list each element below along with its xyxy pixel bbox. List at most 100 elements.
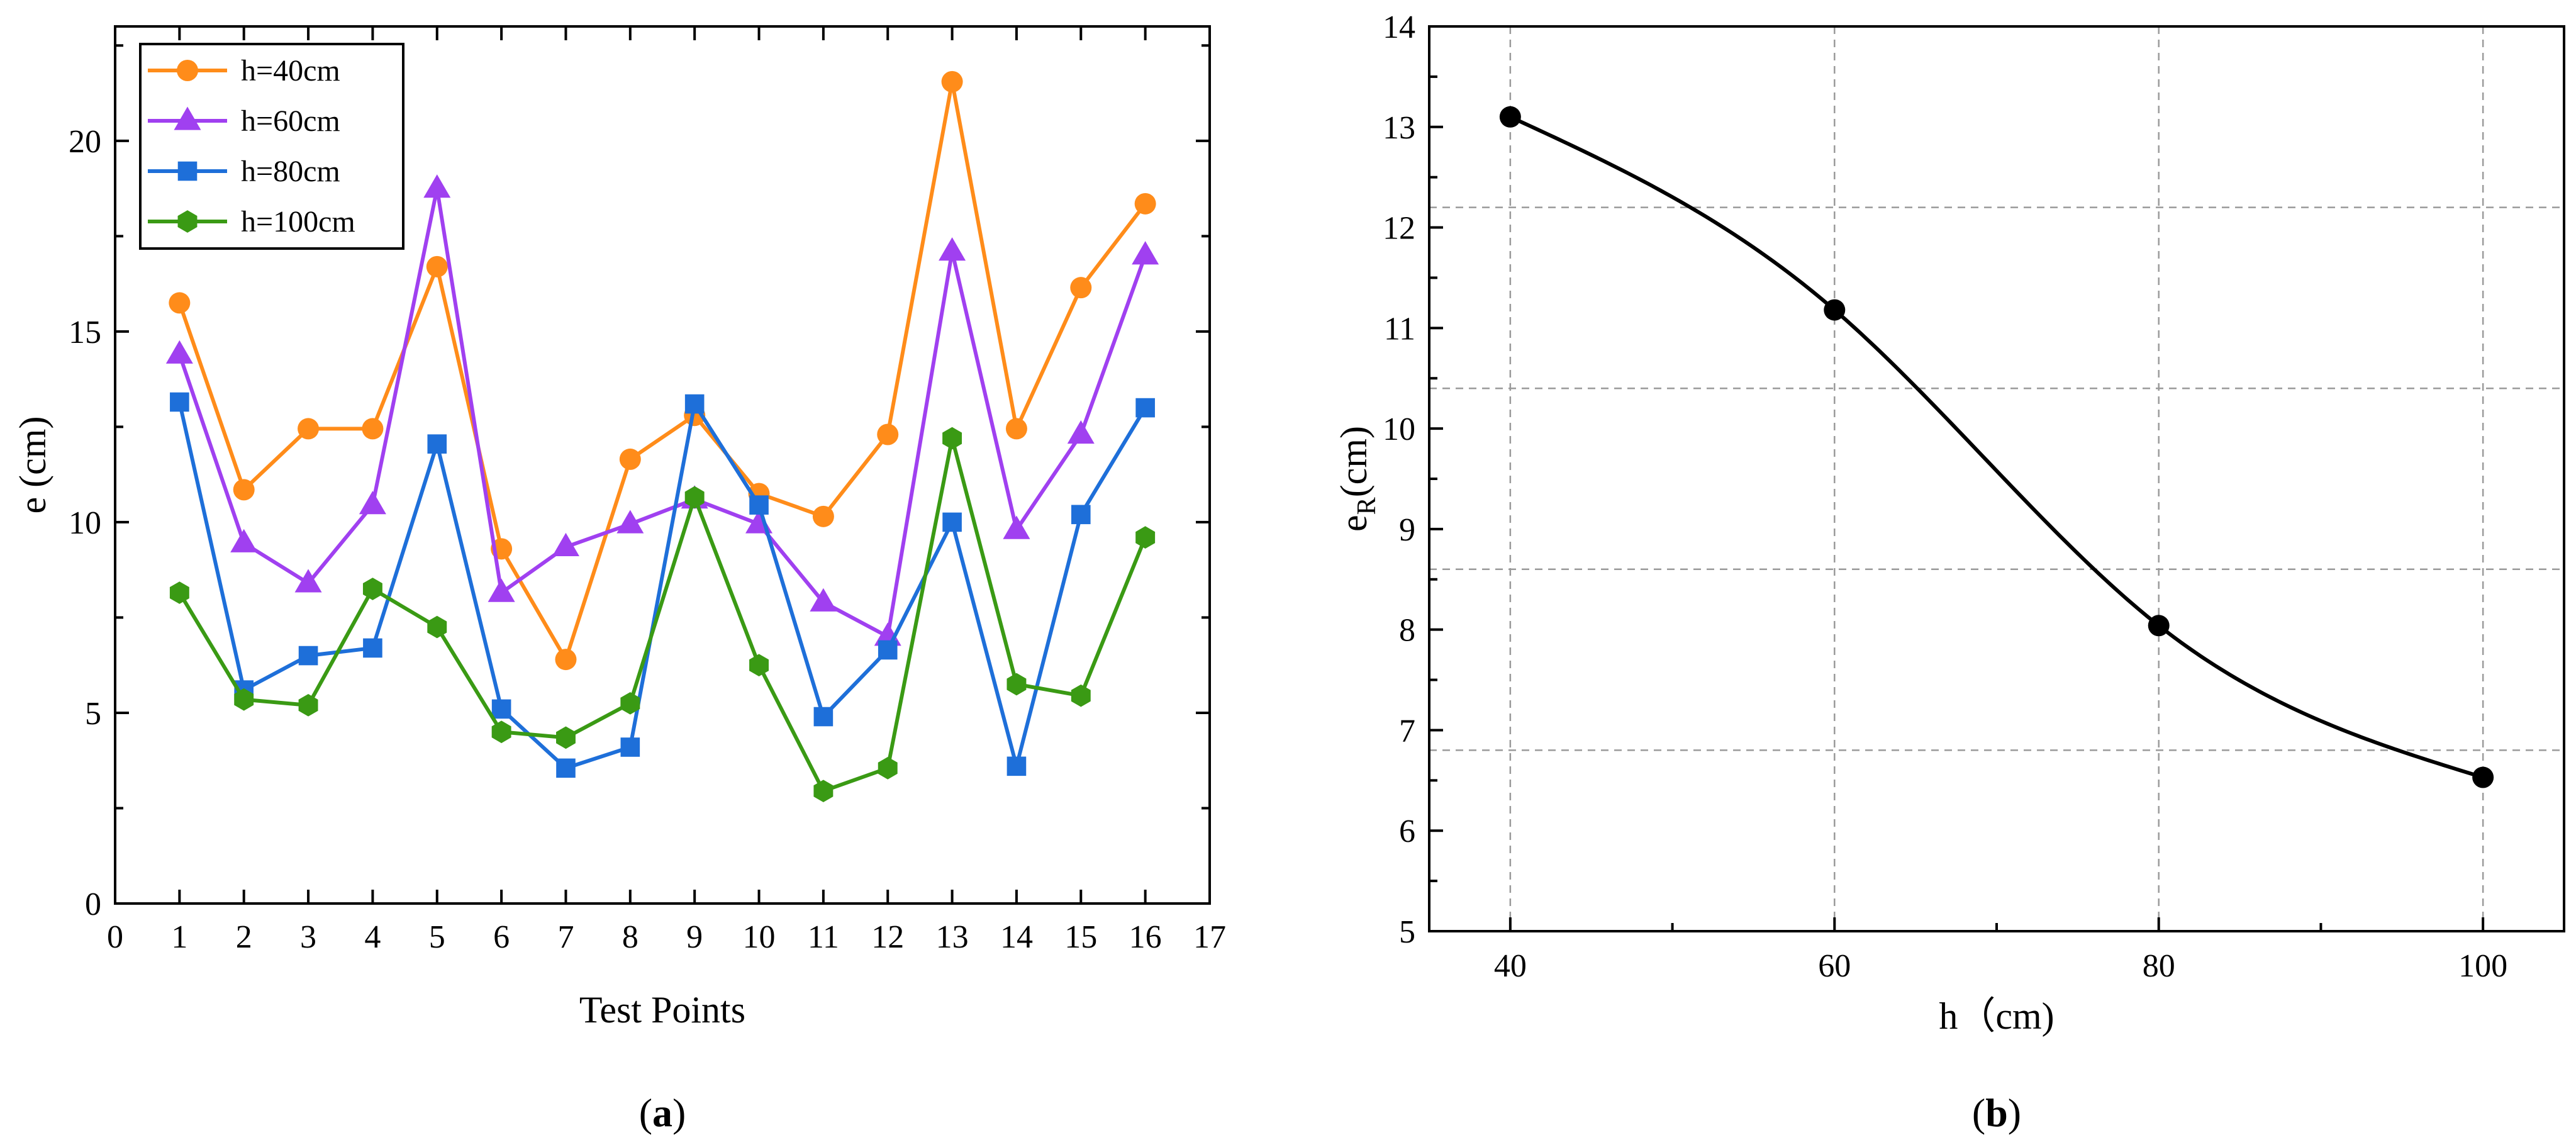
data-point-h=60cm — [359, 491, 386, 515]
y-tick-label-b: 5 — [1399, 914, 1415, 950]
x-tick-label-a: 11 — [808, 919, 839, 955]
data-point-h=80cm — [363, 638, 382, 658]
chart-panel-b: 40 60 80 100 5 6 7 8 9 10 11 12 13 14 h（cm) eR(cm) (b) — [1333, 9, 2565, 1135]
y-tick-label-a: 15 — [69, 315, 101, 350]
y-tick-label-b: 13 — [1383, 110, 1415, 146]
data-point-h=100cm — [1071, 684, 1091, 707]
y-tick-label-b: 7 — [1399, 713, 1415, 749]
data-point-h=60cm — [165, 340, 193, 364]
y-tick-label-b: 10 — [1383, 411, 1415, 447]
data-point-h=40cm — [1134, 193, 1156, 215]
data-point-h=60cm — [294, 569, 322, 593]
data-point-h=60cm — [1132, 241, 1159, 265]
x-tick-label-a: 15 — [1064, 919, 1097, 955]
data-point-h=80cm — [620, 737, 640, 757]
y-tick-label-b: 8 — [1399, 613, 1415, 649]
series-line-h=80cm — [177, 401, 1147, 770]
data-point-h=100cm — [169, 581, 189, 604]
x-tick-label-a: 0 — [107, 919, 123, 955]
x-tick-label-a: 16 — [1129, 919, 1162, 955]
data-point-h=60cm — [423, 174, 451, 198]
data-point-h=40cm — [169, 292, 191, 314]
data-point-h=60cm — [1067, 420, 1095, 444]
data-point-h=40cm — [812, 505, 834, 527]
y-tick-label-b: 6 — [1399, 814, 1415, 849]
data-point-eR — [1499, 106, 1521, 128]
data-point-h=40cm — [362, 418, 384, 440]
legend-marker-h=80cm — [177, 161, 198, 181]
plot-frame-a — [114, 25, 1211, 905]
data-point-h=100cm — [878, 756, 898, 780]
data-point-h=100cm — [684, 486, 705, 509]
data-point-h=60cm — [488, 578, 515, 602]
panel-label-letter: b — [1985, 1090, 2008, 1135]
y-tick-label-a: 5 — [85, 696, 101, 732]
x-tick-label-b: 100 — [2458, 948, 2507, 984]
legend-marker-h=100cm — [177, 210, 198, 233]
x-tick-label-b: 80 — [2143, 948, 2175, 984]
series-curve-eR — [1509, 115, 2484, 780]
data-point-h=60cm — [552, 532, 579, 556]
panel-label-close: ) — [2008, 1090, 2021, 1135]
data-point-h=80cm — [813, 707, 834, 727]
data-point-h=80cm — [427, 434, 447, 454]
data-point-h=80cm — [749, 495, 769, 515]
data-point-h=40cm — [555, 649, 577, 671]
data-point-h=100cm — [942, 427, 962, 450]
y-axis-title-main: e — [1333, 515, 1374, 532]
data-point-h=80cm — [942, 512, 962, 532]
data-point-eR — [1824, 299, 1846, 321]
data-point-h=80cm — [1071, 505, 1091, 525]
x-tick-label-a: 6 — [493, 919, 510, 955]
legend-label: h=100cm — [241, 205, 355, 238]
x-tick-label-b: 60 — [1818, 948, 1851, 984]
series-line-h=40cm — [177, 79, 1147, 662]
data-point-h=40cm — [1070, 277, 1092, 299]
x-tick-label-a: 5 — [429, 919, 445, 955]
data-point-h=80cm — [878, 640, 898, 660]
y-tick-label-b: 9 — [1399, 512, 1415, 548]
data-point-h=100cm — [362, 578, 382, 600]
x-tick-label-b: 40 — [1494, 948, 1527, 984]
panel-label-a: (a) — [639, 1090, 686, 1135]
data-point-h=100cm — [749, 654, 769, 677]
legend-label: h=60cm — [241, 104, 340, 138]
data-point-h=60cm — [616, 510, 644, 534]
x-tick-label-a: 9 — [686, 919, 703, 955]
panel-label-letter: a — [652, 1090, 672, 1135]
data-point-h=80cm — [1006, 756, 1027, 776]
series-line-h=60cm — [177, 186, 1147, 639]
data-point-h=40cm — [877, 423, 899, 445]
data-point-h=60cm — [230, 529, 258, 552]
x-tick-label-a: 8 — [622, 919, 638, 955]
legend-label: h=40cm — [241, 54, 340, 87]
legend-label: h=80cm — [241, 155, 340, 188]
y-tick-label-a: 0 — [85, 887, 101, 922]
data-point-h=100cm — [556, 726, 576, 749]
panel-label-close: ) — [672, 1090, 686, 1135]
y-tick-label-b: 12 — [1383, 211, 1415, 247]
data-point-h=60cm — [810, 588, 837, 612]
data-point-h=40cm — [426, 255, 448, 277]
x-tick-label-a: 4 — [364, 919, 381, 955]
data-point-h=40cm — [298, 418, 320, 440]
data-point-h=100cm — [234, 688, 254, 711]
data-point-h=80cm — [170, 392, 189, 412]
y-tick-label-b: 11 — [1384, 311, 1415, 347]
data-point-h=80cm — [556, 758, 576, 778]
data-point-h=100cm — [1006, 673, 1027, 696]
data-point-h=40cm — [941, 70, 963, 92]
x-tick-label-a: 7 — [557, 919, 574, 955]
y-tick-label-a: 20 — [69, 124, 101, 160]
legend-marker-h=40cm — [177, 60, 198, 81]
data-point-h=60cm — [1003, 515, 1030, 539]
data-point-eR — [2472, 766, 2494, 788]
data-point-h=80cm — [684, 394, 705, 414]
data-point-h=40cm — [233, 479, 255, 501]
panel-label-b: (b) — [1972, 1090, 2021, 1135]
series-line-h=100cm — [177, 436, 1147, 793]
data-point-h=100cm — [1135, 526, 1156, 549]
x-tick-label-a: 2 — [236, 919, 252, 955]
y-axis-title-sub: R — [1352, 497, 1381, 515]
